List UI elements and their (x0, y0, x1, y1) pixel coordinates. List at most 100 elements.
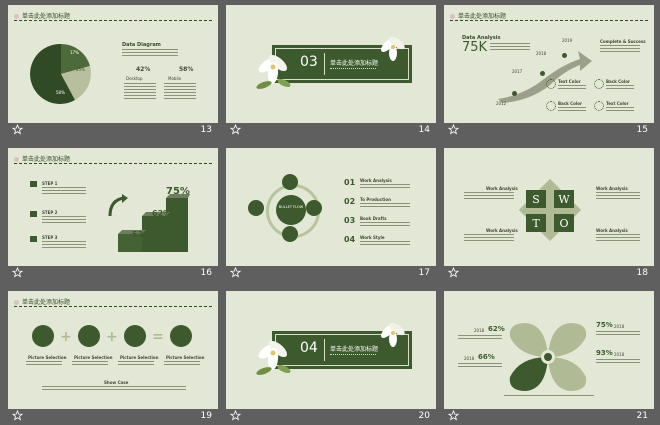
stat-mobile: 58% (179, 66, 194, 73)
star-icon[interactable] (447, 123, 460, 135)
text-lines (122, 49, 178, 58)
slide-19: 单击此处添加标题 + + = Picture Selection Picture… (8, 291, 218, 409)
section-banner (272, 45, 412, 83)
timeline-dot (562, 53, 567, 58)
slide-13: 单击此处添加标题 17% 25% 58% Data Diagram 42% 58… (8, 5, 218, 123)
step-icon (30, 181, 37, 187)
star-icon[interactable] (447, 266, 460, 278)
caption: 21 (444, 409, 654, 425)
slide-thumb-14[interactable]: 03 单击此处添加标题 14 (226, 5, 436, 139)
year-label: 2012 (496, 101, 507, 106)
divider (14, 163, 212, 164)
step-label: STEP 1 (42, 181, 58, 186)
text-lines (118, 361, 154, 367)
swot-label: Work Analysis (486, 186, 518, 191)
text-lines (606, 85, 634, 91)
center-label: BULLET FLOW (278, 205, 304, 209)
banner-divider (324, 339, 325, 361)
caption: 15 (444, 123, 654, 139)
center-circle (276, 195, 306, 225)
banner-divider (324, 53, 325, 75)
slide-number: 21 (636, 411, 648, 421)
slide-thumb-20[interactable]: 04 单击此处添加标题 20 (226, 291, 436, 425)
text-lines (606, 107, 634, 113)
flow-node (282, 226, 298, 242)
equals-icon: = (152, 329, 164, 345)
swot-label: Work Analysis (596, 228, 628, 233)
stat-mobile-label: Mobile (168, 76, 182, 81)
text-lines (360, 241, 410, 247)
picture-circle (32, 325, 54, 347)
caption: 16 (8, 266, 218, 282)
slide-thumb-13[interactable]: 单击此处添加标题 17% 25% 58% Data Diagram 42% 58… (8, 5, 218, 139)
headline: Complete & Success (600, 39, 646, 44)
banner-dots (330, 354, 376, 355)
text-lines (164, 83, 196, 101)
item-number: 03 (344, 216, 356, 225)
text-lines (360, 203, 410, 209)
text-lines (72, 361, 108, 367)
petal-diagram (509, 323, 587, 391)
slide-thumb-19[interactable]: 单击此处添加标题 + + = Picture Selection Picture… (8, 291, 218, 425)
star-icon[interactable] (11, 409, 24, 421)
item-label: Text Color (606, 101, 629, 106)
slide-header: 单击此处添加标题 (14, 11, 70, 20)
slide-thumb-16[interactable]: 单击此处添加标题 STEP 1 STEP 2 STEP 3 75% 62% 53… (8, 148, 218, 282)
text-lines (600, 45, 640, 54)
item-icon (594, 101, 604, 111)
percent-prefix: 2018 (474, 328, 485, 333)
text-lines (596, 359, 640, 365)
banner-dots (330, 68, 376, 69)
slide-21: 62% 75% 66% 93% 2018 2018 2018 2018 (444, 291, 654, 409)
footer-title: Show Case (104, 380, 129, 385)
slide-thumb-15[interactable]: 单击此处添加标题 Data Analysis 75K 2012 2017 201… (444, 5, 654, 139)
swot-label: Work Analysis (596, 186, 628, 191)
plus-icon: + (60, 329, 72, 345)
slide-header: 单击此处添加标题 (450, 11, 506, 20)
percent-prefix: 2018 (614, 352, 625, 357)
text-lines (164, 361, 200, 367)
big-value: 75K (462, 40, 488, 55)
section-title: 单击此处添加标题 (330, 60, 379, 67)
slide-number: 18 (636, 268, 648, 278)
slide-thumb-18[interactable]: S W T O Work Analysis Work Analysis Work… (444, 148, 654, 282)
text-lines (464, 192, 514, 201)
star-icon[interactable] (11, 266, 24, 278)
text-lines (596, 331, 640, 337)
slide-thumb-17[interactable]: BULLET FLOW 01 02 03 04 Work Analysis To… (226, 148, 436, 282)
text-lines (124, 83, 156, 101)
star-icon[interactable] (229, 266, 242, 278)
slide-header: 单击此处添加标题 (14, 154, 70, 163)
slide-18: S W T O Work Analysis Work Analysis Work… (444, 148, 654, 266)
slide-16: 单击此处添加标题 STEP 1 STEP 2 STEP 3 75% 62% 53… (8, 148, 218, 266)
slide-thumb-21[interactable]: 62% 75% 66% 93% 2018 2018 2018 2018 21 (444, 291, 654, 425)
item-icon (546, 101, 556, 111)
picture-circle (124, 325, 146, 347)
text-lines (360, 184, 410, 190)
caption: 18 (444, 266, 654, 282)
item-label: Back Color (606, 79, 630, 84)
percent-label: 93% (596, 349, 613, 357)
slide-14: 03 单击此处添加标题 (226, 5, 436, 123)
divider (450, 20, 648, 21)
swot-o: O (554, 214, 574, 232)
star-icon[interactable] (11, 123, 24, 135)
step-label: STEP 2 (42, 210, 58, 215)
star-icon[interactable] (229, 409, 242, 421)
caption: 19 (8, 409, 218, 425)
timeline-dot (512, 91, 517, 96)
slide-number: 16 (200, 268, 212, 278)
stat-desktop-label: Desktop (126, 76, 143, 81)
flow-node (282, 174, 298, 190)
slide-number: 19 (200, 411, 212, 421)
slide-number: 14 (418, 125, 430, 135)
swot-s: S (526, 190, 546, 208)
star-icon[interactable] (229, 123, 242, 135)
pie-chart (30, 43, 91, 104)
pie-label-3: 58% (56, 90, 65, 95)
slide-17: BULLET FLOW 01 02 03 04 Work Analysis To… (226, 148, 436, 266)
lily-flower-image (381, 322, 405, 347)
percent-label: 53% (132, 230, 152, 239)
item-label: Back Color (558, 101, 582, 106)
star-icon[interactable] (447, 409, 460, 421)
